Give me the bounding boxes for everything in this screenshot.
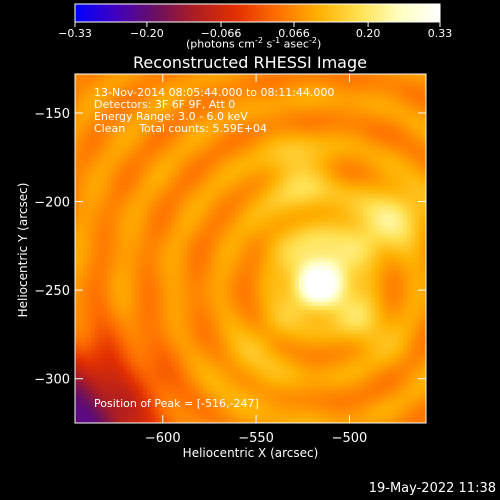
annotation-detectors: Detectors: 3F 6F 9F, Att 0 (94, 98, 236, 111)
colorbar-unit-part: ) (316, 37, 322, 51)
annotation-time: 13-Nov-2014 08:05:44.000 to 08:11:44.000 (94, 86, 335, 99)
x-tick-label: −500 (332, 431, 368, 446)
colorbar-tick-label: 0.33 (428, 27, 453, 40)
colorbar: −0.33 −0.20 −0.066 0.066 0.20 0.33 (58, 3, 452, 40)
x-tick-label: −550 (238, 431, 274, 446)
annotation-clean: Clean Total counts: 5.59E+04 (94, 122, 268, 135)
colorbar-tick-label: −0.33 (58, 27, 92, 40)
x-axis-label: Heliocentric X (arcsec) (182, 446, 319, 460)
annotation-peak: Position of Peak = [-516,-247] (94, 397, 259, 410)
colorbar-tick-label: −0.066 (201, 27, 242, 40)
y-tick-label: −250 (34, 284, 70, 299)
colorbar-tick-label: 0.066 (278, 27, 310, 40)
colorbar-unit-exp: -1 (272, 36, 281, 45)
colorbar-unit-part: asec (280, 37, 309, 51)
colorbar-gradient (74, 3, 441, 23)
colorbar-unit-part: (photons cm (186, 37, 255, 51)
y-tick-label: −200 (34, 196, 70, 211)
x-tick-label: −600 (145, 431, 181, 446)
y-axis-label: Heliocentric Y (arcsec) (16, 182, 30, 318)
colorbar-tick-label: 0.20 (356, 27, 381, 40)
colorbar-ticks: −0.33 −0.20 −0.066 0.066 0.20 0.33 (58, 22, 452, 40)
colorbar-unit-exp: -2 (254, 36, 263, 45)
colorbar-unit-part: s (262, 37, 273, 51)
y-tick-label: −300 (34, 373, 70, 388)
colorbar-unit-label: (photons cm-2 s-1 asec-2) (186, 36, 321, 51)
colorbar-tick-label: −0.20 (130, 27, 164, 40)
colorbar-unit-exp: -2 (308, 36, 317, 45)
footer-timestamp: 19-May-2022 11:38 (368, 481, 496, 496)
y-tick-label: −150 (34, 107, 70, 122)
annotation-energy: Energy Range: 3.0 - 6.0 keV (94, 110, 248, 123)
chart-title: Reconstructed RHESSI Image (133, 53, 367, 72)
